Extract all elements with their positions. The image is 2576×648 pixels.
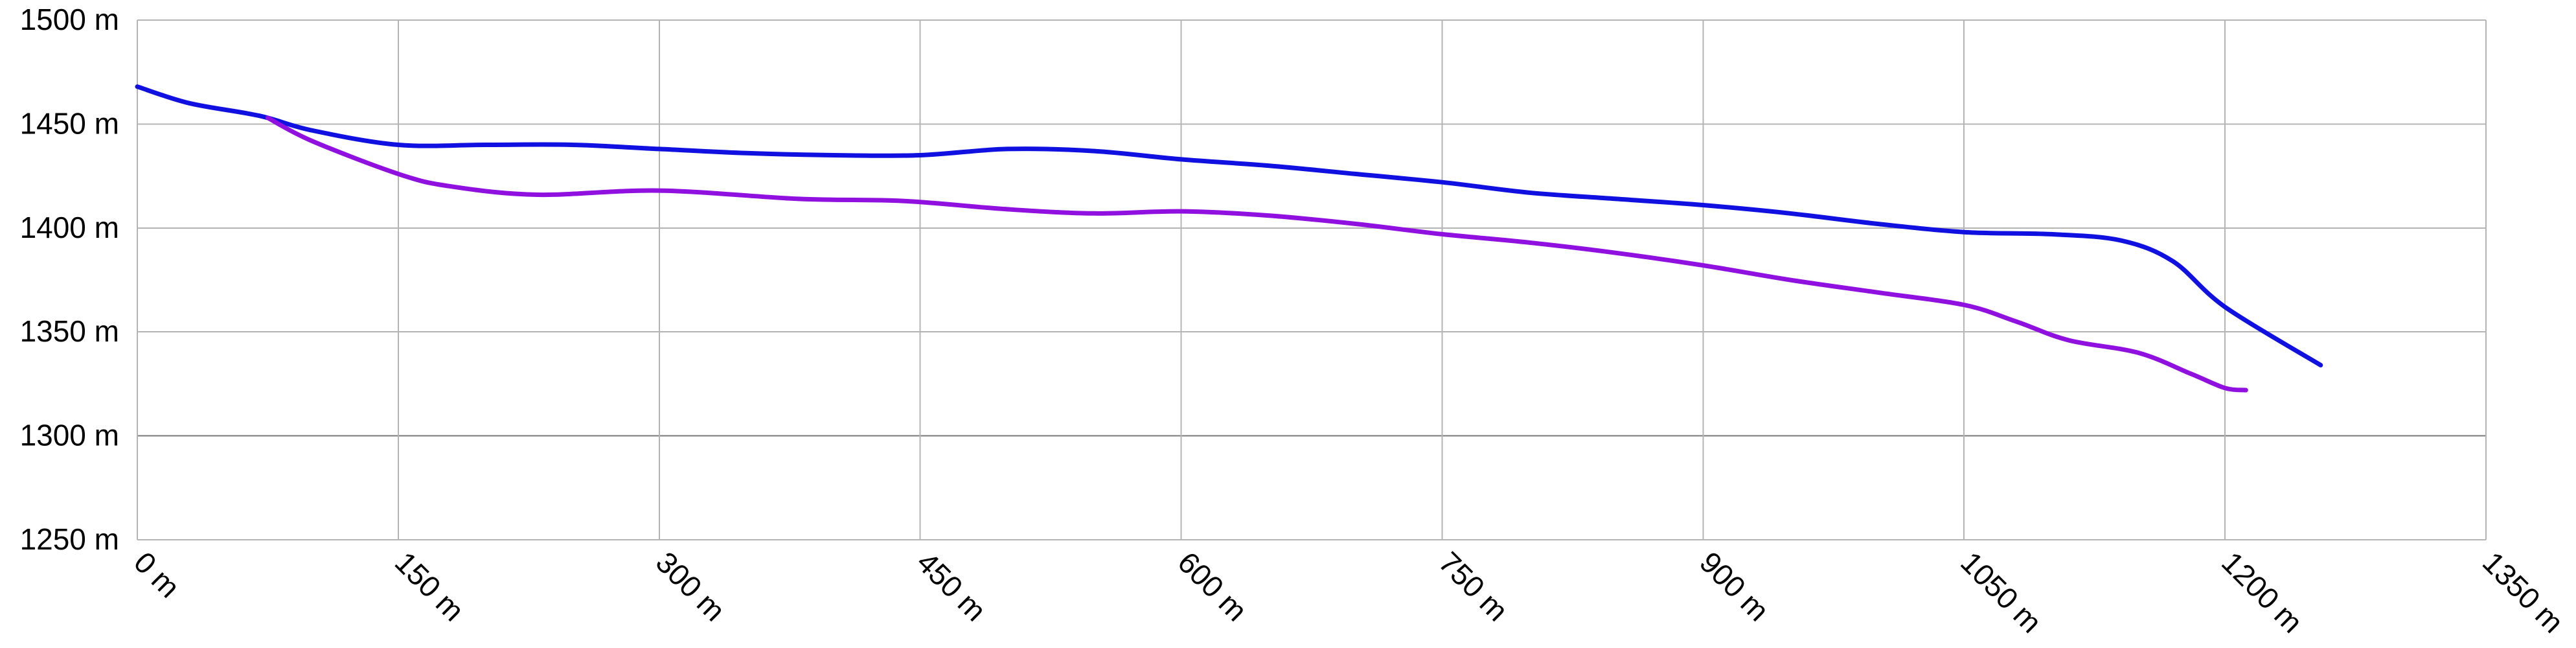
y-tick-label: 1400 m bbox=[20, 211, 119, 244]
y-tick-label: 1450 m bbox=[20, 106, 119, 140]
x-tick-label: 1050 m bbox=[1954, 545, 2048, 639]
grid bbox=[137, 19, 2487, 540]
series-lines bbox=[135, 84, 2323, 393]
x-tick-label: 150 m bbox=[389, 545, 471, 627]
x-tick-label: 300 m bbox=[650, 545, 732, 627]
x-axis-tick-labels: 0 m 150 m 300 m 450 m 600 m 750 m 900 m 1050 m 1… bbox=[128, 545, 2570, 639]
series-line-2 bbox=[265, 115, 2248, 393]
y-tick-label: 1350 m bbox=[20, 314, 119, 348]
x-tick-label: 900 m bbox=[1693, 545, 1775, 627]
x-tick-label: 750 m bbox=[1432, 545, 1514, 627]
y-tick-label: 1500 m bbox=[20, 3, 119, 36]
y-tick-label: 1300 m bbox=[20, 419, 119, 452]
x-tick-label: 1350 m bbox=[2476, 545, 2570, 639]
x-tick-label: 450 m bbox=[911, 545, 993, 627]
x-tick-label: 1200 m bbox=[2215, 545, 2309, 639]
series-line-1 bbox=[135, 84, 2323, 367]
y-axis-tick-labels: 1250 m 1300 m 1350 m 1400 m 1450 m 1500 m bbox=[20, 3, 119, 556]
x-tick-label: 600 m bbox=[1171, 545, 1253, 627]
y-tick-label: 1250 m bbox=[20, 522, 119, 556]
x-tick-label: 0 m bbox=[128, 545, 187, 604]
